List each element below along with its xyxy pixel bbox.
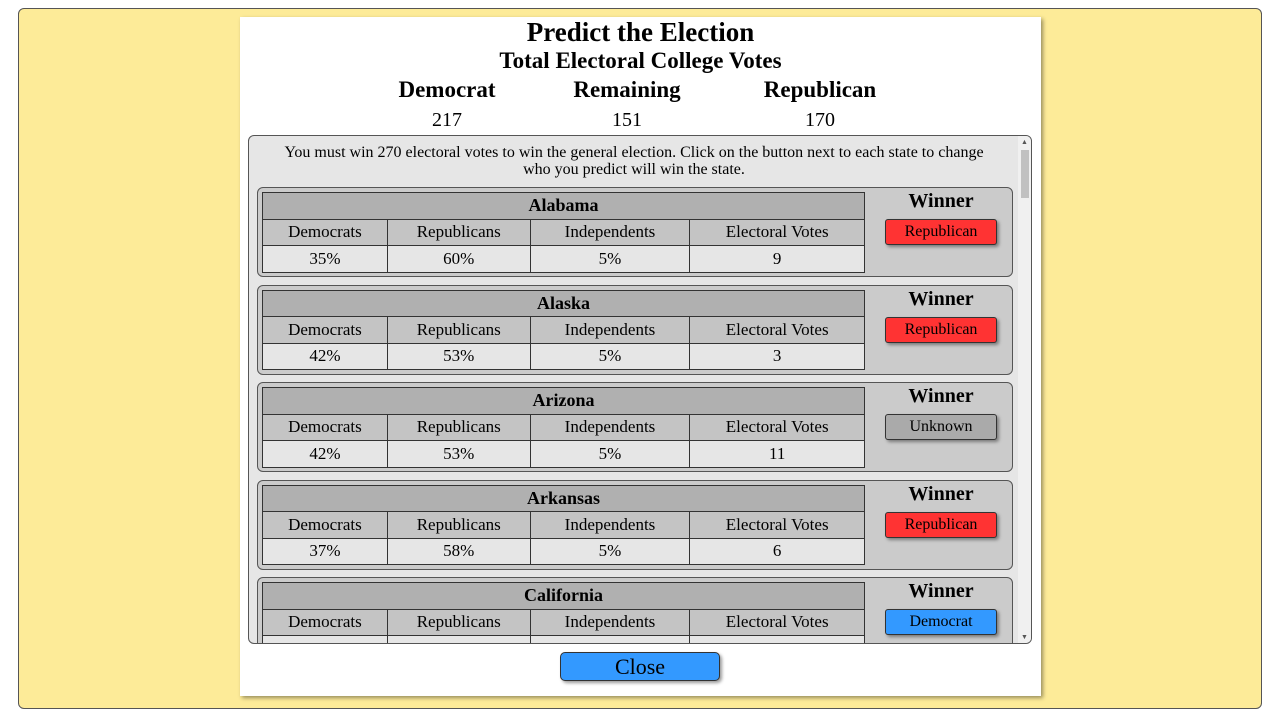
state-value: 42% [262, 440, 388, 468]
state-value: 9 [689, 245, 865, 273]
state-value: 5% [529, 245, 691, 273]
column-header: Electoral Votes [689, 316, 865, 344]
state-value [689, 635, 865, 643]
state-card: Arizona Democrats Republicans Independents E… [257, 382, 1013, 472]
state-value [386, 635, 531, 643]
state-value [529, 635, 691, 643]
state-value: 42% [262, 342, 388, 370]
scrollbar[interactable]: ▲ ▼ [1018, 136, 1031, 643]
column-header: Independents [529, 608, 691, 636]
state-table: Arkansas Democrats Republicans Independents… [262, 484, 865, 566]
state-value: 37% [262, 537, 388, 565]
column-header: Independents [529, 218, 691, 246]
dialog-subtitle: Total Electoral College Votes [499, 48, 782, 73]
winner-label: Winner [908, 580, 974, 602]
winner-toggle-button[interactable]: Republican [885, 316, 997, 343]
state-value: 6 [689, 537, 865, 565]
state-value: 53% [386, 440, 531, 468]
state-value [262, 635, 388, 643]
winner-toggle-button[interactable]: Democrat [885, 609, 997, 635]
state-name: Arizona [262, 387, 865, 415]
column-header: Democrats [262, 413, 388, 441]
state-name: Arkansas [262, 484, 865, 512]
state-value: 5% [529, 342, 691, 370]
column-header: Democrats [262, 608, 388, 636]
state-value: 58% [386, 537, 531, 565]
state-card: Alaska Democrats Republicans Independents El… [257, 284, 1013, 375]
state-value: 5% [529, 537, 691, 565]
column-header: Republicans [386, 218, 531, 246]
scroll-up-icon[interactable]: ▲ [1021, 138, 1028, 146]
instructions: You must win 270 electoral votes to win … [284, 144, 984, 178]
column-header: Republicans [386, 316, 531, 344]
column-header: Democrats [262, 218, 388, 246]
state-value: 60% [386, 245, 531, 273]
column-header: Independents [529, 316, 691, 344]
scrollbar-thumb[interactable] [1021, 150, 1029, 198]
state-value: 5% [529, 440, 691, 468]
column-header: Independents [529, 511, 691, 539]
state-value: 53% [386, 342, 531, 370]
state-name: California [262, 582, 865, 610]
state-value: 3 [689, 342, 865, 370]
column-header: Democrats [262, 511, 388, 539]
column-header: Democrats [262, 316, 388, 344]
state-table: Arizona Democrats Republicans Independents E… [262, 387, 865, 468]
scroll-down-icon[interactable]: ▼ [1021, 633, 1028, 641]
state-value: 35% [262, 245, 388, 273]
winner-toggle-button[interactable]: Republican [885, 219, 997, 245]
winner-label: Winner [908, 190, 974, 212]
winner-label: Winner [908, 287, 974, 310]
column-header: Electoral Votes [689, 413, 865, 441]
summary-democrat: Democrat 217 [398, 77, 496, 131]
winner-toggle-button[interactable]: Republican [885, 511, 997, 538]
column-header: Electoral Votes [689, 218, 865, 246]
state-card: Alabama Democrats Republicans Independents E… [257, 187, 1013, 277]
column-header: Electoral Votes [689, 511, 865, 539]
state-card: California Democrats Republicans Independen… [257, 577, 1013, 643]
summary-remaining: Remaining 151 [573, 77, 681, 131]
column-header: Republicans [386, 608, 531, 636]
winner-toggle-button[interactable]: Unknown [885, 414, 997, 440]
states-scroll-area[interactable]: You must win 270 electoral votes to win … [248, 135, 1032, 644]
summary-republican: Republican 170 [763, 77, 877, 131]
column-header: Independents [529, 413, 691, 441]
state-table: Alaska Democrats Republicans Independents El… [262, 289, 865, 371]
column-header: Republicans [386, 511, 531, 539]
close-button[interactable]: Close [560, 652, 720, 681]
column-header: Republicans [386, 413, 531, 441]
state-value: 11 [689, 440, 865, 468]
state-name: Alabama [262, 192, 865, 220]
state-table: Alabama Democrats Republicans Independents E… [262, 192, 865, 273]
column-header: Electoral Votes [689, 608, 865, 636]
winner-label: Winner [908, 482, 974, 505]
dialog-title: Predict the Election [526, 17, 755, 47]
predict-dialog: Predict the Election Total Electoral Col… [240, 17, 1041, 696]
state-name: Alaska [262, 289, 865, 317]
winner-label: Winner [908, 385, 974, 407]
state-card: Arkansas Democrats Republicans Independents… [257, 479, 1013, 570]
state-table: California Democrats Republicans Independen… [262, 582, 865, 643]
